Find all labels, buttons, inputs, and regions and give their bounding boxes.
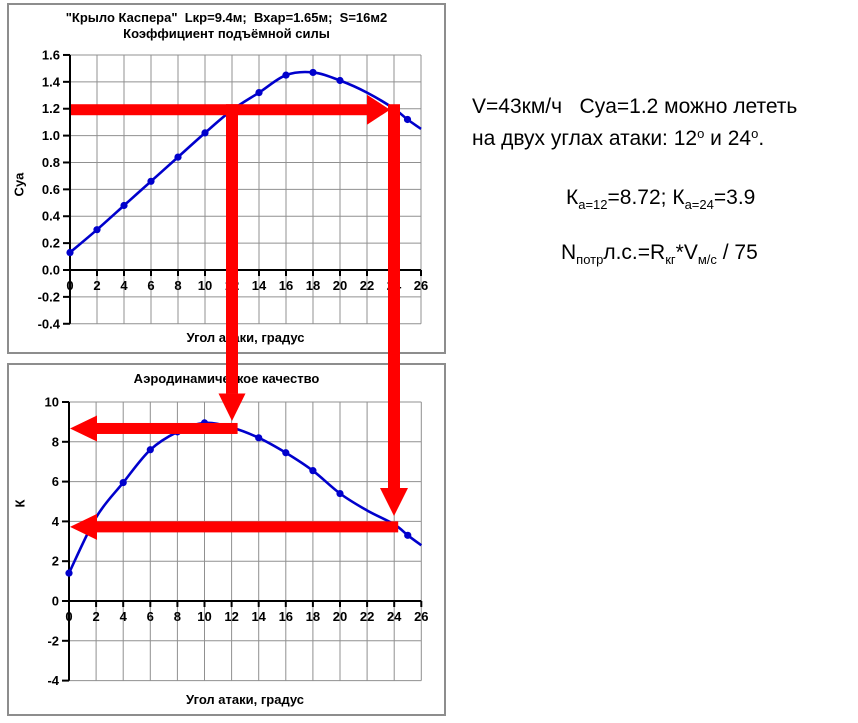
formula-n: Nпотрл.с.=Rкг*Vм/с / 75	[561, 241, 758, 267]
svg-text:2: 2	[92, 609, 99, 624]
svg-text:22: 22	[360, 278, 374, 293]
svg-text:0.8: 0.8	[42, 155, 60, 170]
lift-coefficient-chart: "Крыло Каспера" Lкр=9.4м; Вхар=1.65м; S=…	[7, 3, 446, 354]
svg-text:20: 20	[333, 278, 347, 293]
formula-k: Ка=12=8.72; Ка=24=3.9	[566, 186, 756, 212]
svg-text:4: 4	[120, 278, 128, 293]
quality-y-axis-label: К	[12, 499, 28, 508]
svg-text:14: 14	[251, 609, 266, 624]
svg-text:16: 16	[279, 278, 293, 293]
svg-text:10: 10	[197, 609, 211, 624]
lift-x-axis-label: Угол атаки, градус	[186, 330, 305, 345]
svg-text:1.2: 1.2	[42, 101, 60, 116]
svg-text:18: 18	[306, 609, 320, 624]
svg-text:4: 4	[120, 609, 128, 624]
svg-text:26: 26	[414, 278, 428, 293]
svg-text:4: 4	[52, 514, 60, 529]
quality-x-axis-label: Угол атаки, градус	[185, 692, 304, 707]
svg-text:0: 0	[66, 278, 73, 293]
svg-text:12: 12	[224, 609, 238, 624]
svg-text:-0.4: -0.4	[38, 316, 61, 331]
svg-text:0: 0	[65, 609, 72, 624]
svg-text:0.0: 0.0	[42, 263, 60, 278]
svg-text:-2: -2	[47, 633, 59, 648]
note-line-2: на двух углах атаки: 12о и 24о.	[472, 126, 765, 150]
svg-text:0.6: 0.6	[42, 182, 60, 197]
aero-quality-chart: Аэродинамическое качество 10 8 6 4 2 0 -2 -4 0 2 4…	[7, 363, 446, 716]
svg-text:-4: -4	[47, 673, 59, 688]
svg-text:8: 8	[174, 609, 181, 624]
svg-text:14: 14	[252, 278, 267, 293]
svg-text:-0.2: -0.2	[38, 289, 60, 304]
svg-text:6: 6	[147, 609, 154, 624]
svg-text:10: 10	[198, 278, 212, 293]
svg-text:2: 2	[93, 278, 100, 293]
lift-plot-area: 1.61.41.21.00.80.60.40.20.0-0.2-0.40 2 4 6 8…	[38, 47, 429, 331]
note-line-1: V=43км/ч Cya=1.2 можно лететь	[472, 95, 798, 118]
svg-text:22: 22	[360, 609, 374, 624]
svg-text:16: 16	[279, 609, 293, 624]
svg-text:1.6: 1.6	[42, 47, 60, 62]
svg-text:24: 24	[387, 278, 402, 293]
svg-text:24: 24	[387, 609, 402, 624]
svg-text:10: 10	[45, 395, 59, 410]
svg-text:0.2: 0.2	[42, 236, 60, 251]
svg-text:18: 18	[306, 278, 320, 293]
svg-text:6: 6	[52, 474, 59, 489]
svg-text:8: 8	[52, 434, 59, 449]
svg-text:0: 0	[52, 594, 59, 609]
svg-text:8: 8	[174, 278, 181, 293]
lift-chart-title: Коэффициент подъёмной силы	[123, 26, 330, 41]
wing-spec-title: "Крыло Каспера" Lкр=9.4м; Вхар=1.65м; S=…	[65, 10, 388, 25]
lift-y-axis-label: Cya	[11, 172, 27, 197]
svg-text:2: 2	[52, 554, 59, 569]
svg-text:20: 20	[333, 609, 347, 624]
svg-text:1.0: 1.0	[42, 128, 60, 143]
svg-text:1.4: 1.4	[42, 74, 61, 89]
svg-text:6: 6	[147, 278, 154, 293]
svg-text:0.4: 0.4	[42, 209, 61, 224]
svg-text:12: 12	[225, 278, 239, 293]
svg-text:26: 26	[414, 609, 428, 624]
